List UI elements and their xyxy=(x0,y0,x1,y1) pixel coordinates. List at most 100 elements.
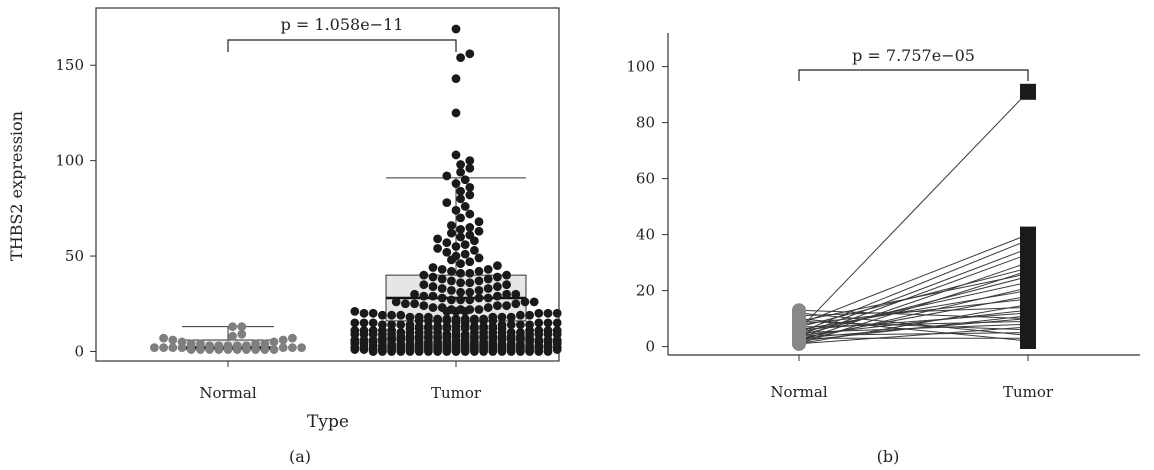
data-point xyxy=(424,333,433,343)
panel-b: 0 20 40 60 80 100 Normal Tumor p = 7.757e−05 (… xyxy=(626,33,1140,466)
data-point xyxy=(525,333,534,343)
data-point xyxy=(196,345,205,354)
data-point xyxy=(378,326,387,335)
data-point xyxy=(488,343,498,353)
data-point xyxy=(359,335,369,345)
panel-b-label: (b) xyxy=(877,447,900,466)
data-point xyxy=(460,335,470,345)
x-tick-label: Tumor xyxy=(1003,383,1054,401)
pair-line xyxy=(798,248,1029,336)
data-point xyxy=(387,333,396,343)
data-point xyxy=(451,24,461,34)
data-point xyxy=(534,326,544,335)
data-point xyxy=(368,345,378,354)
data-point xyxy=(442,238,452,248)
data-point xyxy=(516,343,525,353)
data-point xyxy=(465,278,475,288)
panel-a-y-axis-label: THBS2 expression xyxy=(7,111,26,261)
data-point xyxy=(451,205,461,215)
data-point xyxy=(387,310,396,320)
significance-p-value: p = 1.058e−11 xyxy=(281,15,404,34)
data-point xyxy=(414,316,424,326)
data-point xyxy=(456,224,465,234)
data-point xyxy=(447,266,456,276)
data-point xyxy=(442,333,452,343)
panel-a-frame xyxy=(95,7,560,362)
data-point xyxy=(465,49,475,59)
data-point xyxy=(447,295,456,305)
data-point xyxy=(451,179,461,188)
data-point xyxy=(451,318,461,328)
data-point xyxy=(460,306,470,316)
significance-p-value: p = 7.757e−05 xyxy=(852,46,975,65)
data-point xyxy=(543,308,553,318)
data-point xyxy=(543,343,553,353)
panel-b-pair-lines xyxy=(798,91,1029,345)
data-point xyxy=(150,343,159,353)
data-point xyxy=(297,343,306,353)
data-point xyxy=(456,232,465,242)
data-point xyxy=(269,337,279,347)
pair-line xyxy=(798,326,1029,345)
data-point xyxy=(456,213,465,223)
panel-a-x-axis-label: Type xyxy=(307,412,349,432)
y-tick-label: 100 xyxy=(55,152,84,170)
data-point xyxy=(442,171,452,181)
data-point xyxy=(433,234,442,244)
data-point xyxy=(474,305,484,314)
data-point xyxy=(552,343,562,353)
data-point xyxy=(350,343,360,353)
data-point xyxy=(168,335,178,345)
data-point xyxy=(433,244,442,253)
data-point xyxy=(525,343,534,353)
data-point xyxy=(428,282,438,291)
panel-b-significance-bracket: p = 7.757e−05 xyxy=(798,46,1029,81)
panel-a-significance-bracket: p = 1.058e−11 xyxy=(227,15,457,52)
data-point xyxy=(410,289,419,299)
data-point xyxy=(534,318,544,328)
data-point xyxy=(456,167,465,177)
data-point xyxy=(447,286,456,295)
data-point xyxy=(414,333,424,343)
data-point xyxy=(479,324,488,333)
data-point xyxy=(269,345,279,354)
pair-line xyxy=(798,312,1029,331)
data-point xyxy=(497,343,507,353)
data-point xyxy=(437,284,447,293)
data-point xyxy=(419,291,429,301)
data-point xyxy=(414,324,424,333)
data-point xyxy=(350,306,360,316)
data-point xyxy=(543,318,553,328)
data-point xyxy=(470,236,479,246)
data-point xyxy=(465,163,475,173)
data-point xyxy=(419,280,429,290)
data-point xyxy=(359,308,369,318)
data-point xyxy=(447,221,456,230)
data-point xyxy=(442,198,452,208)
data-point xyxy=(424,343,433,353)
data-point xyxy=(387,343,396,353)
data-point xyxy=(433,343,442,353)
data-point xyxy=(474,253,484,263)
data-point xyxy=(401,299,410,309)
data-point xyxy=(228,331,238,341)
data-point xyxy=(488,333,498,343)
data-point xyxy=(493,301,502,311)
tumor-point xyxy=(1020,333,1036,349)
data-point xyxy=(516,310,525,320)
data-point xyxy=(278,335,288,345)
data-point xyxy=(177,343,187,353)
pair-line xyxy=(798,281,1029,334)
data-point xyxy=(474,286,484,295)
data-point xyxy=(387,326,396,335)
data-point xyxy=(460,324,470,333)
y-tick-label: 50 xyxy=(65,247,84,265)
data-point xyxy=(378,310,387,320)
data-point xyxy=(232,343,242,353)
data-point xyxy=(428,291,438,301)
data-point xyxy=(451,150,461,160)
data-point xyxy=(456,160,465,169)
data-point xyxy=(437,265,447,274)
data-point xyxy=(474,217,484,227)
data-point xyxy=(502,301,511,311)
